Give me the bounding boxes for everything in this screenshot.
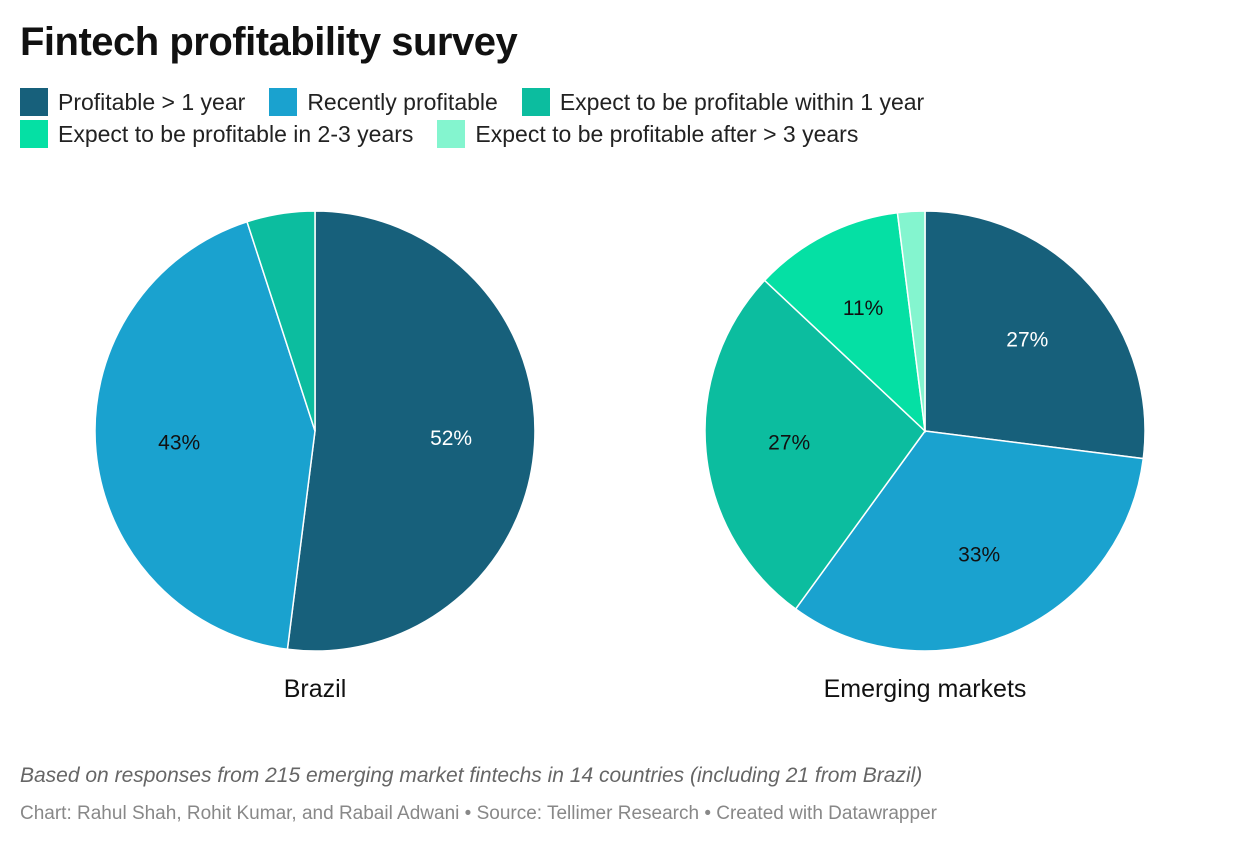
pie-title: Emerging markets — [824, 675, 1027, 703]
pie-slice — [246, 210, 316, 432]
slice-label: 27% — [768, 431, 810, 454]
legend-item: Expect to be profitable in 2-3 years — [20, 120, 413, 148]
legend-item: Expect to be profitable after > 3 years — [437, 120, 858, 148]
chart-title: Fintech profitability survey — [20, 20, 518, 64]
legend-swatch — [521, 88, 550, 116]
pie-slice — [763, 211, 927, 433]
legend-label: Expect to be profitable within 1 year — [559, 88, 925, 115]
chart-credits: Chart: Rahul Shah, Rohit Kumar, and Raba… — [20, 803, 937, 824]
legend-label: Recently profitable — [307, 88, 498, 115]
chart-note: Based on responses from 215 emerging mar… — [20, 764, 923, 787]
slice-label: 27% — [1006, 328, 1048, 351]
legend-item: Recently profitable — [269, 88, 498, 116]
pie-1: 27% 33% 27% 11% Emerging markets — [704, 210, 1146, 703]
legend-item: Expect to be profitable within 1 year — [521, 88, 925, 116]
pie-slice — [896, 210, 926, 432]
pie-slice — [286, 210, 536, 652]
slice-label: 43% — [158, 431, 200, 454]
pie-slice — [924, 210, 1146, 460]
pie-slice — [94, 220, 316, 651]
legend-swatch — [20, 88, 48, 116]
pie-slice — [794, 430, 1145, 652]
pie-title: Brazil — [284, 675, 347, 703]
legend-item: Profitable > 1 year — [20, 88, 245, 116]
slice-label: 11% — [843, 297, 883, 320]
legend-swatch — [437, 120, 466, 148]
legend-swatch — [269, 88, 298, 116]
slice-label: 52% — [430, 427, 472, 450]
pie-slice — [704, 279, 926, 611]
legend: Profitable > 1 year Recently profitable Ex… — [20, 88, 1200, 148]
pie-0: 52% 43% Brazil — [94, 210, 536, 703]
legend-label: Profitable > 1 year — [58, 88, 246, 115]
legend-label: Expect to be profitable in 2-3 years — [58, 120, 414, 147]
slice-label: 33% — [958, 544, 1000, 567]
legend-swatch — [20, 120, 48, 148]
legend-label: Expect to be profitable after > 3 years — [475, 120, 859, 147]
